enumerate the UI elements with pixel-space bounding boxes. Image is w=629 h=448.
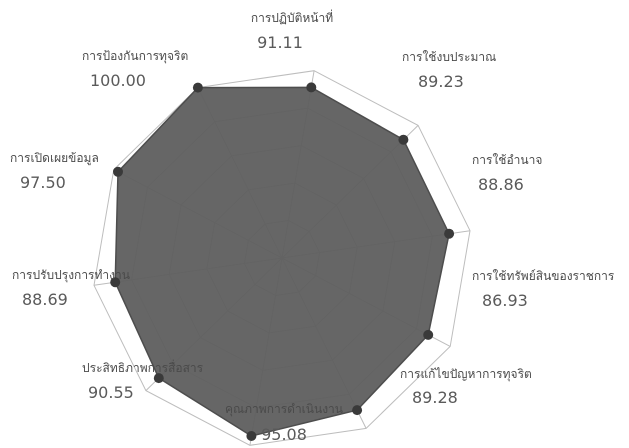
category-label-1: การปฏิบัติหน้าที่ (251, 9, 333, 25)
data-point-8 (110, 277, 121, 288)
category-label-10: การป้องกันการทุจริต (82, 49, 188, 64)
value-label-5: 89.28 (412, 388, 458, 407)
category-label-8: การปรับปรุงการทำงาน (12, 268, 130, 283)
category-label-3: การใช้อำนาจ (472, 153, 542, 167)
data-point-7 (153, 373, 164, 384)
data-point-3 (444, 228, 455, 239)
data-point-9 (113, 166, 123, 177)
category-labels: การปฏิบัติหน้าที่ 91.11 การใช้งบประมาณ 89.2… (10, 9, 615, 444)
data-point-2 (398, 134, 409, 145)
category-label-7: ประสิทธิภาพการสื่อสาร (82, 359, 204, 375)
value-label-3: 88.86 (478, 175, 524, 194)
category-label-2: การใช้งบประมาณ (402, 50, 496, 64)
value-label-9: 97.50 (20, 173, 66, 192)
value-label-6: 95.08 (261, 425, 307, 444)
category-label-9: การเปิดเผยข้อมูล (10, 151, 99, 166)
data-point-1 (306, 82, 317, 93)
value-label-8: 88.69 (22, 290, 68, 309)
data-point-6 (246, 431, 257, 441)
category-label-5: การแก้ไขปัญหาการทุจริต (400, 367, 532, 382)
data-point-10 (192, 82, 203, 93)
data-point-5 (352, 405, 363, 416)
series-markers (110, 82, 455, 441)
value-label-10: 100.00 (90, 71, 146, 90)
value-label-4: 86.93 (482, 291, 528, 310)
category-label-4: การใช้ทรัพย์สินของราชการ (472, 269, 615, 283)
value-label-7: 90.55 (88, 383, 134, 402)
value-label-2: 89.23 (418, 72, 464, 91)
value-label-1: 91.11 (257, 33, 303, 52)
data-point-4 (423, 329, 434, 340)
category-label-6: คุณภาพการดำเนินงาน (225, 402, 343, 417)
